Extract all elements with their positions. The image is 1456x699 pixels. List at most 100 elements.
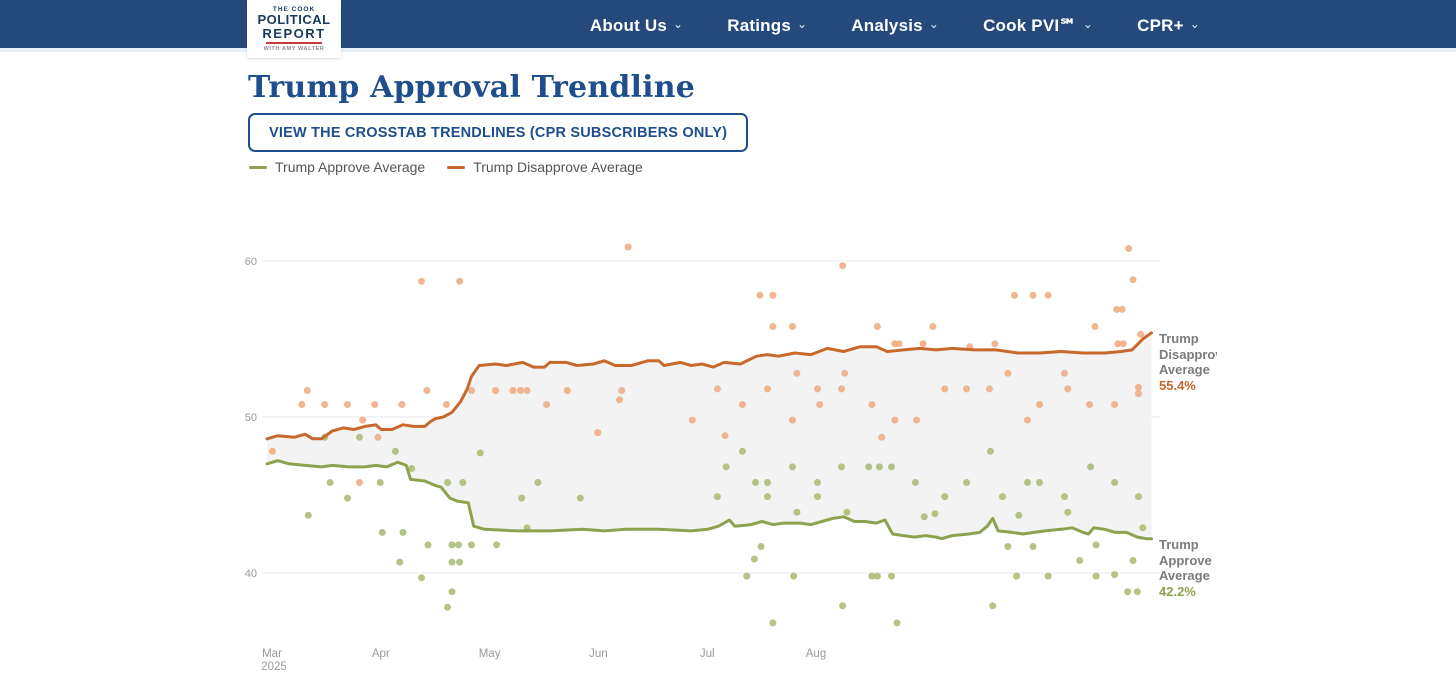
disapprove-polls-point	[443, 401, 450, 408]
disapprove-polls-point	[1036, 401, 1043, 408]
disapprove-polls-point	[814, 385, 821, 393]
approve-polls-point	[911, 479, 919, 486]
approve-polls-point	[1135, 493, 1142, 501]
approve-polls-point	[873, 572, 881, 580]
disapprove-polls-point	[1129, 276, 1137, 284]
disapprove-endpoint-annotation: Trump Disapprove Average 55.4%	[1159, 331, 1217, 393]
approve-polls-point	[1133, 588, 1141, 596]
approve-polls-point	[876, 463, 883, 471]
approve-polls-point	[396, 558, 404, 566]
disapprove-polls-point	[1111, 401, 1119, 408]
approve-polls-point	[713, 493, 721, 501]
disapprove-polls-point	[594, 429, 602, 437]
disapprove-polls-point	[344, 401, 351, 408]
y-axis-tick-label: 40	[245, 568, 257, 580]
legend-item-disapprove: Trump Disapprove Average	[447, 159, 643, 175]
approve-polls-point	[1029, 543, 1037, 550]
disapprove-polls-point	[371, 401, 379, 408]
chart-legend: Trump Approve Average Trump Disapprove A…	[249, 159, 643, 175]
disapprove-polls-point	[816, 401, 824, 408]
approval-gap-band	[267, 332, 1152, 539]
disapprove-polls-point	[1091, 323, 1099, 330]
approve-polls-point	[376, 479, 384, 486]
nav-item-label: Ratings	[727, 16, 792, 35]
legend-label: Trump Approve Average	[275, 159, 426, 175]
approve-polls-point	[843, 508, 851, 516]
x-axis-tick-label: Jul	[700, 648, 715, 660]
approve-polls-point	[764, 493, 771, 501]
nav-item-cook-pvi[interactable]: Cook PVI℠ ⌄	[983, 16, 1093, 36]
x-axis-tick-label: Jun	[589, 648, 608, 660]
approve-endpoint-annotation: Trump Approve Average 42.2%	[1159, 537, 1217, 599]
approve-polls-point	[1015, 511, 1023, 519]
approve-polls-point	[1111, 571, 1119, 579]
logo-red-rule	[266, 42, 322, 44]
approve-polls-point	[764, 479, 771, 486]
page-title: Trump Approval Trendline	[248, 70, 695, 105]
approve-polls-point	[769, 619, 777, 627]
disapprove-polls-point	[616, 396, 623, 404]
approve-polls-point	[444, 479, 452, 486]
x-axis-tick-label: May	[479, 648, 501, 660]
logo-text-political: POLITICAL	[257, 12, 331, 28]
disapprove-polls-point	[991, 340, 999, 348]
approve-polls-point	[1092, 541, 1100, 549]
disapprove-polls-point	[1004, 369, 1012, 377]
approve-polls-point	[1013, 572, 1021, 580]
approve-polls-point	[893, 619, 901, 627]
approval-trendline-chart[interactable]: 60 50 40 Mar 2025 Apr May Jun Jul Aug	[240, 170, 1456, 690]
y-axis-tick-label: 60	[245, 256, 257, 268]
approve-polls-point	[418, 574, 425, 582]
disapprove-polls-point	[688, 416, 696, 424]
approve-polls-point	[999, 493, 1006, 501]
approve-polls-point	[989, 602, 997, 610]
approve-polls-point	[888, 463, 895, 471]
approve-polls-point	[743, 572, 751, 580]
disapprove-polls-point	[878, 433, 886, 441]
approve-polls-point	[722, 463, 730, 471]
approve-polls-point	[576, 494, 584, 502]
approve-polls-point	[326, 479, 334, 486]
disapprove-polls-point	[891, 416, 899, 424]
disapprove-polls-point	[624, 243, 632, 251]
approve-polls-point	[518, 494, 526, 502]
disapprove-polls-point	[929, 323, 937, 330]
approve-polls-point	[356, 433, 363, 441]
y-axis-tick-label: 50	[245, 412, 257, 424]
disapprove-polls-point	[769, 291, 777, 299]
approve-polls-point	[468, 541, 475, 549]
disapprove-polls-point	[868, 401, 876, 408]
nav-item-about-us[interactable]: About Us ⌄	[590, 16, 683, 36]
cook-political-report-logo[interactable]: THE COOK POLITICAL REPORT WITH AMY WALTE…	[247, 0, 341, 58]
nav-item-ratings[interactable]: Ratings ⌄	[727, 16, 807, 36]
nav-item-analysis[interactable]: Analysis ⌄	[851, 16, 939, 36]
trump-disapprove-average-line	[265, 331, 1153, 441]
annotation-text: Disapprove	[1159, 346, 1217, 362]
disapprove-polls-point	[468, 387, 475, 394]
x-axis-tick-label: Apr	[372, 648, 390, 660]
approve-polls-point	[1087, 463, 1095, 471]
view-crosstab-trendlines-button[interactable]: VIEW THE CROSSTAB TRENDLINES (CPR SUBSCR…	[248, 113, 749, 152]
disapprove-polls-point	[423, 387, 431, 394]
annotation-text: Trump	[1159, 537, 1199, 552]
approve-polls-point	[424, 541, 432, 549]
disapprove-polls-point	[913, 416, 920, 424]
approve-polls-point	[963, 479, 971, 486]
approve-polls-point	[1061, 493, 1068, 501]
nav-item-label: About Us	[589, 16, 667, 35]
disapprove-polls-point	[303, 387, 311, 394]
disapprove-polls-point	[543, 401, 551, 408]
disapprove-polls-point	[769, 323, 777, 330]
approve-polls-point	[1129, 557, 1137, 564]
chevron-down-icon: ⌄	[797, 17, 808, 31]
disapprove-polls-point	[721, 432, 729, 440]
approve-polls-point	[750, 555, 758, 563]
disapprove-polls-point	[1118, 305, 1126, 313]
nav-item-cpr-plus[interactable]: CPR+ ⌄	[1137, 16, 1200, 36]
legend-item-approve: Trump Approve Average	[249, 159, 425, 175]
logo-text-the-cook: THE COOK	[272, 6, 316, 14]
approve-polls-point	[888, 572, 895, 580]
disapprove-polls-point	[789, 323, 796, 330]
approve-polls-point	[304, 511, 312, 519]
